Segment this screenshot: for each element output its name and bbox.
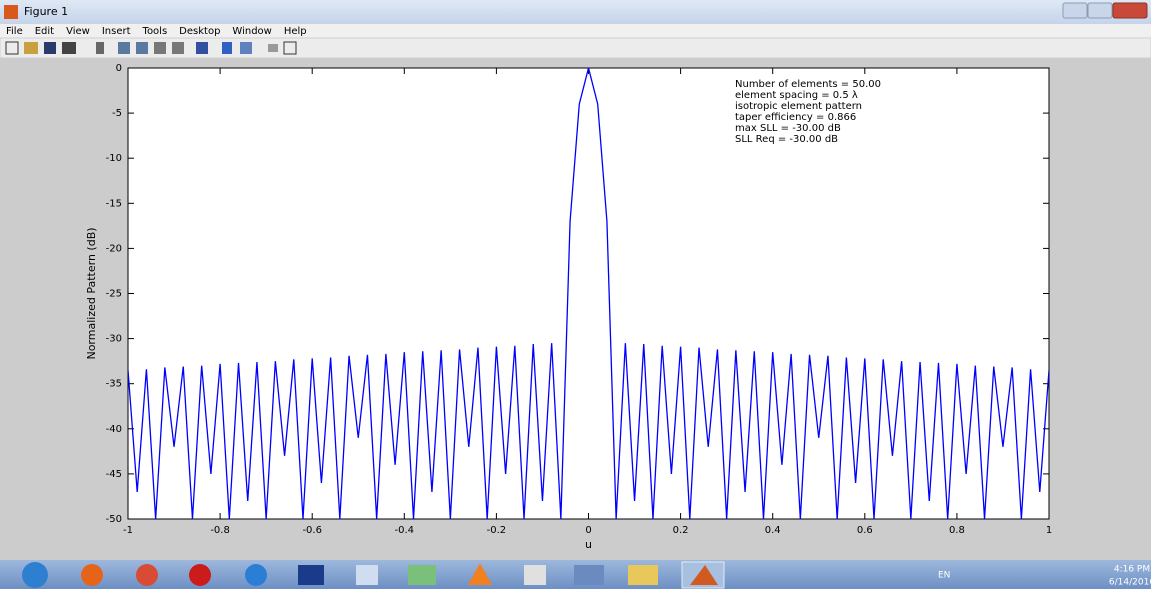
y-tick-label: -25 — [106, 289, 122, 300]
minimize-button[interactable] — [1063, 3, 1087, 18]
y-tick-label: -10 — [106, 153, 122, 164]
menu-item[interactable]: Desktop — [179, 26, 220, 37]
x-tick-label: -0.4 — [395, 525, 415, 536]
open-icon[interactable] — [24, 42, 38, 54]
y-tick-label: -15 — [106, 198, 122, 209]
y-tick-label: -5 — [112, 108, 122, 119]
x-tick-label: 0.2 — [673, 525, 689, 536]
zoom-in-icon[interactable] — [118, 42, 130, 54]
y-tick-label: -20 — [106, 243, 122, 254]
window-title: Figure 1 — [24, 5, 68, 18]
rotate-icon[interactable] — [172, 42, 184, 54]
word-icon[interactable] — [356, 565, 378, 585]
print-icon[interactable] — [62, 42, 76, 54]
menu-item[interactable]: File — [6, 26, 23, 37]
opera-icon[interactable] — [189, 564, 211, 586]
start-button[interactable] — [22, 562, 48, 588]
title-bar — [0, 0, 1151, 24]
annotation: isotropic element pattern — [735, 101, 862, 112]
x-tick-label: 0.6 — [857, 525, 873, 536]
menu-item[interactable]: Insert — [102, 26, 131, 37]
data-cursor-icon[interactable] — [196, 42, 208, 54]
page: Figure 1 File Edit View Insert Tools Desktop W… — [0, 0, 1151, 589]
x-tick-label: 0.4 — [765, 525, 781, 536]
menu-item[interactable]: Help — [284, 26, 307, 37]
y-tick-label: -50 — [106, 514, 122, 525]
x-tick-label: -1 — [123, 525, 133, 536]
chrome-icon[interactable] — [136, 564, 158, 586]
annotation: element spacing = 0.5 λ — [735, 90, 858, 101]
app-icon-3[interactable] — [408, 565, 436, 585]
menu-item[interactable]: Window — [232, 26, 271, 37]
menu-bar — [0, 24, 1151, 38]
clock-time[interactable]: 4:16 PM — [1114, 565, 1150, 575]
ie-icon[interactable] — [245, 564, 267, 586]
y-tick-label: -40 — [106, 424, 122, 435]
y-tick-label: -45 — [106, 469, 122, 480]
x-tick-label: -0.8 — [210, 525, 230, 536]
close-button[interactable] — [1113, 3, 1147, 18]
explorer-icon[interactable] — [628, 565, 658, 585]
maximize-button[interactable] — [1088, 3, 1112, 18]
menu-item[interactable]: Tools — [142, 26, 168, 37]
app-icon — [4, 5, 18, 19]
y-axis-label: Normalized Pattern (dB) — [85, 227, 98, 359]
pointer-icon[interactable] — [96, 42, 104, 54]
firefox-icon[interactable] — [81, 564, 103, 586]
annotation: max SLL = -30.00 dB — [735, 123, 841, 134]
save-icon[interactable] — [44, 42, 56, 54]
annotation: Number of elements = 50.00 — [735, 79, 881, 90]
menu-item[interactable]: Edit — [35, 26, 54, 37]
app-icon-4[interactable] — [574, 565, 604, 585]
x-tick-label: 0.8 — [949, 525, 965, 536]
annotation: taper efficiency = 0.866 — [735, 112, 856, 123]
x-tick-label: -0.2 — [487, 525, 507, 536]
zoom-out-icon[interactable] — [136, 42, 148, 54]
y-tick-label: -35 — [106, 379, 122, 390]
colorbar-icon[interactable] — [222, 42, 232, 54]
calendar-icon[interactable] — [524, 565, 546, 585]
x-tick-label: 0 — [585, 525, 591, 536]
hide-tools-icon[interactable] — [268, 44, 278, 52]
axes — [128, 68, 1049, 519]
clock-date[interactable]: 6/14/2016 — [1109, 578, 1151, 588]
y-tick-label: 0 — [116, 63, 122, 74]
legend-icon[interactable] — [240, 42, 252, 54]
y-tick-label: -30 — [106, 334, 122, 345]
pan-icon[interactable] — [154, 42, 166, 54]
x-tick-label: 1 — [1046, 525, 1052, 536]
menu-item[interactable]: View — [66, 26, 90, 37]
screen: Figure 1 File Edit View Insert Tools Desktop W… — [0, 0, 1151, 589]
language-indicator[interactable]: EN — [938, 571, 950, 581]
x-tick-label: -0.6 — [302, 525, 322, 536]
x-axis-label: u — [585, 538, 592, 551]
annotation: SLL Req = -30.00 dB — [735, 134, 838, 145]
app-icon-2[interactable] — [298, 565, 324, 585]
